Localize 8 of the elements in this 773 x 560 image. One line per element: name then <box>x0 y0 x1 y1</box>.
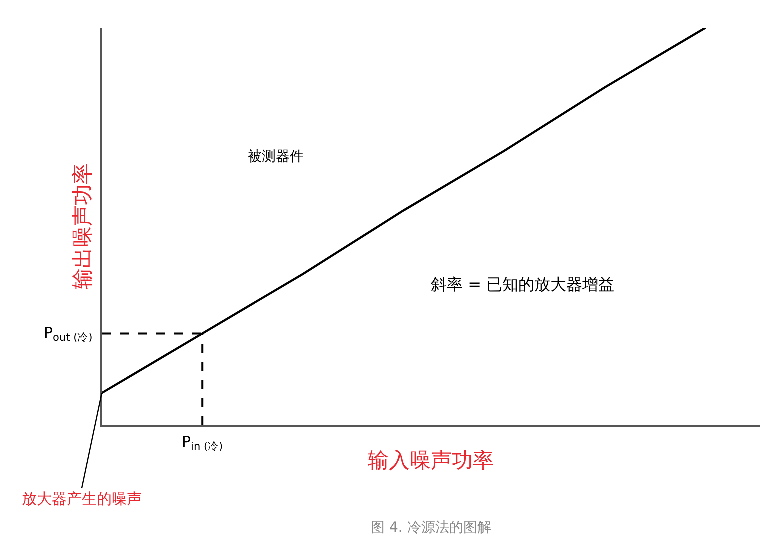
y-axis-title: 输出噪声功率 <box>70 164 95 290</box>
caption: 图 4. 冷源法的图解 <box>371 520 492 536</box>
annotation: 斜率 = 已知的放大器增益 <box>431 275 615 294</box>
annotation: 被测器件 <box>248 149 304 165</box>
ref-line-label: P$_{out (冷)}$ <box>44 324 93 344</box>
x-axis-title: 输入噪声功率 <box>368 448 494 473</box>
text: P$_{in (冷)}$ <box>182 433 224 454</box>
text: 放大器产生的噪声 <box>22 490 142 508</box>
